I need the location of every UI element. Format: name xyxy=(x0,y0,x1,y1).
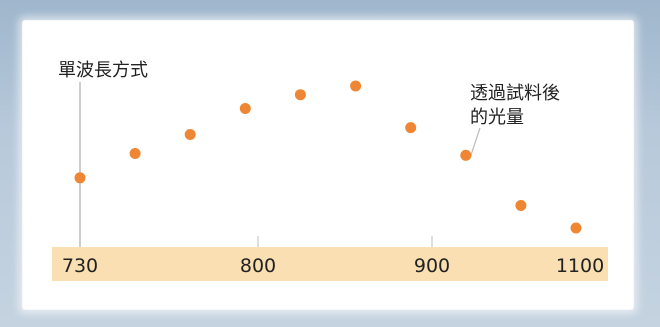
data-point xyxy=(239,103,251,114)
x-ticks xyxy=(257,236,433,247)
x-axis-band xyxy=(52,247,608,281)
x-tick-label: 1100 xyxy=(556,255,604,277)
x-tick-label: 800 xyxy=(240,255,276,277)
annotation-single-wavelength: 單波長方式 xyxy=(58,60,148,81)
data-point xyxy=(515,200,527,211)
data-point xyxy=(460,149,472,161)
data-point xyxy=(129,148,141,159)
annotation-transmitted-light-line1: 透過試料後 xyxy=(470,83,560,104)
data-point xyxy=(350,80,362,92)
data-point xyxy=(74,172,86,184)
x-tick-label: 730 xyxy=(62,255,98,277)
annotation-leader-line xyxy=(469,127,481,159)
data-points xyxy=(74,80,582,234)
x-tick-labels: 730 800 900 1100 xyxy=(62,255,604,277)
data-point xyxy=(294,89,306,101)
data-point xyxy=(184,129,196,140)
data-point xyxy=(570,222,582,234)
data-point xyxy=(405,122,417,134)
x-tick-label: 900 xyxy=(414,255,450,277)
annotation-transmitted-light-line2: 的光量 xyxy=(470,107,524,128)
